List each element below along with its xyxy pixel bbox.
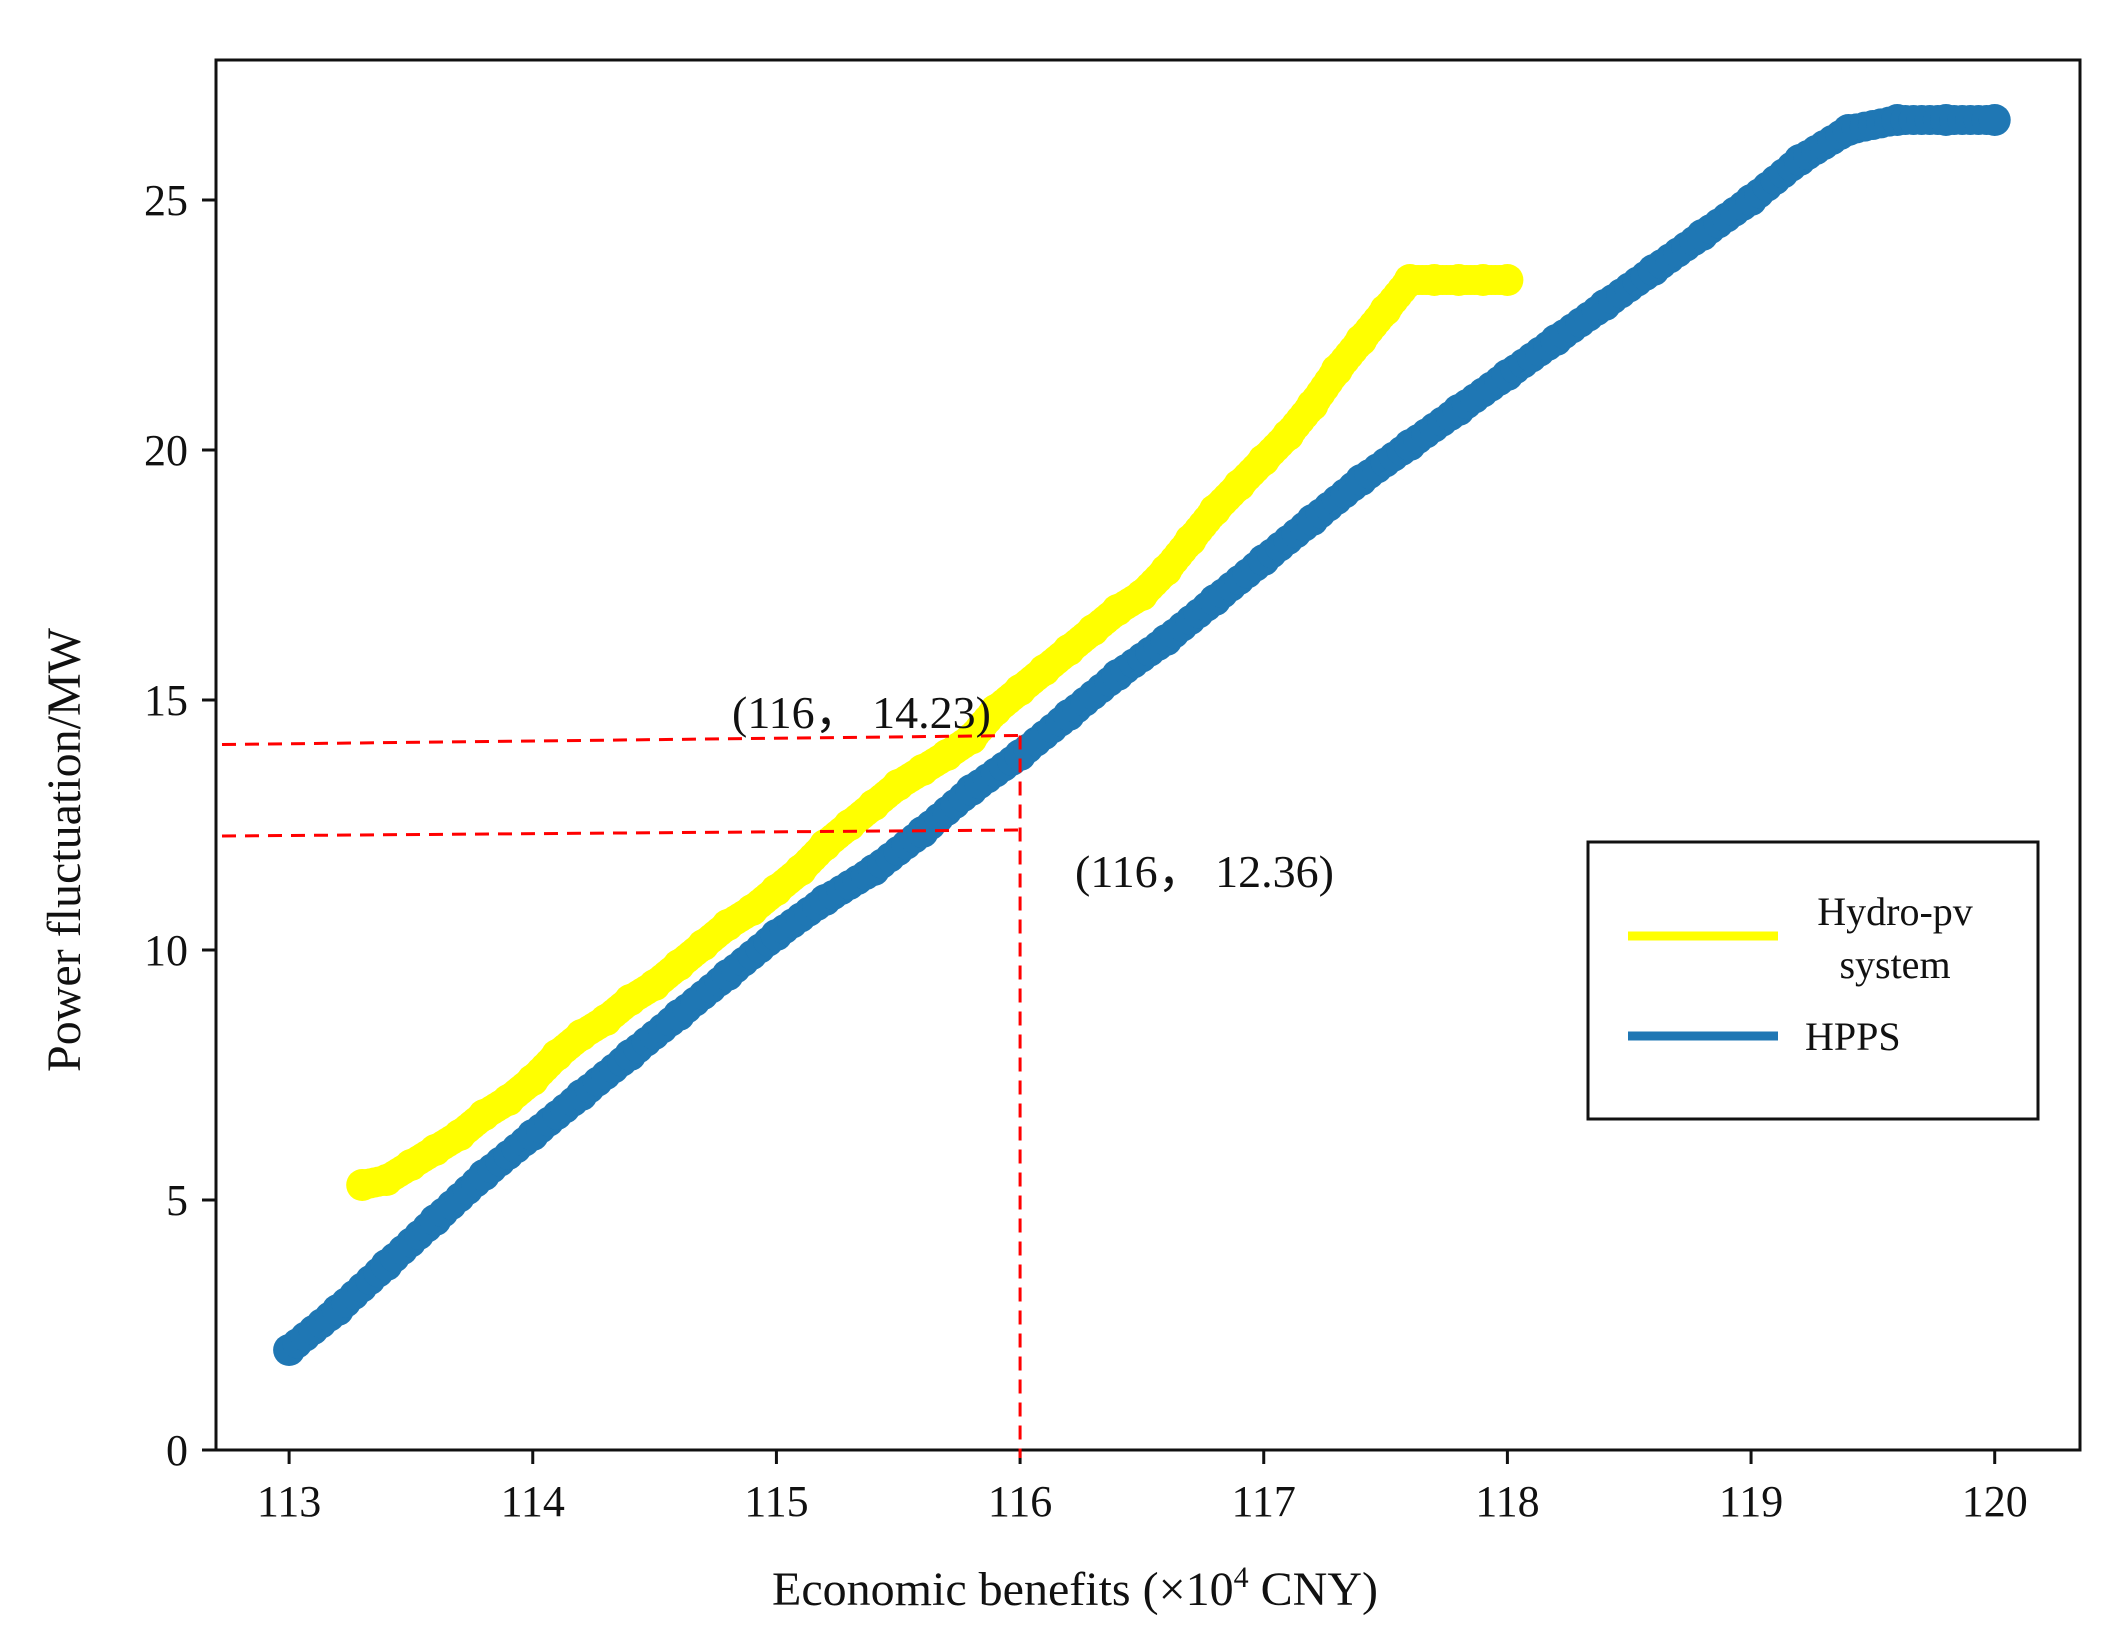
data-point bbox=[1491, 264, 1524, 296]
x-axis-title: Economic benefits (×104 CNY) bbox=[772, 1561, 1378, 1616]
x-tick-label: 113 bbox=[257, 1477, 321, 1526]
y-tick-label: 25 bbox=[144, 176, 188, 225]
data-point bbox=[1978, 104, 2011, 136]
x-tick-label: 118 bbox=[1475, 1477, 1539, 1526]
x-axis: 113 114 115 116 117 118 119 120 bbox=[257, 1450, 2028, 1526]
series-hydro-pv bbox=[346, 264, 1524, 1201]
series-layer bbox=[273, 104, 2011, 1366]
y-axis: 0 5 10 15 20 25 bbox=[144, 176, 216, 1475]
ref-line-horizontal-12-36 bbox=[221, 828, 1021, 838]
plot-frame bbox=[214, 58, 2082, 1452]
y-tick-label: 15 bbox=[144, 676, 188, 725]
y-tick-label: 0 bbox=[166, 1426, 188, 1475]
reference-lines bbox=[221, 734, 1022, 1458]
x-tick-label: 115 bbox=[744, 1477, 808, 1526]
legend-label-hydro-pv-line2: system bbox=[1839, 942, 1950, 987]
y-tick-label: 20 bbox=[144, 426, 188, 475]
ref-line-horizontal-14-23 bbox=[221, 734, 1021, 746]
y-tick-label: 5 bbox=[166, 1176, 188, 1225]
x-tick-label: 120 bbox=[1962, 1477, 2028, 1526]
x-tick-label: 116 bbox=[988, 1477, 1052, 1526]
x-tick-label: 117 bbox=[1232, 1477, 1296, 1526]
y-tick-label: 10 bbox=[144, 926, 188, 975]
x-tick-label: 119 bbox=[1719, 1477, 1783, 1526]
legend-box bbox=[1586, 840, 2040, 1121]
y-axis-title: Power fluctuation/MW bbox=[38, 627, 91, 1072]
x-tick-label: 114 bbox=[501, 1477, 565, 1526]
annotation-hydro-pv: (116， 14.23) bbox=[732, 687, 991, 738]
legend-label-hydro-pv: Hydro-pv bbox=[1817, 889, 1973, 934]
series-hpps bbox=[273, 104, 2011, 1366]
annotation-hpps: (116， 12.36) bbox=[1075, 846, 1334, 897]
legend-label-hpps: HPPS bbox=[1805, 1014, 1901, 1059]
legend: Hydro-pv system HPPS bbox=[1586, 840, 2040, 1121]
